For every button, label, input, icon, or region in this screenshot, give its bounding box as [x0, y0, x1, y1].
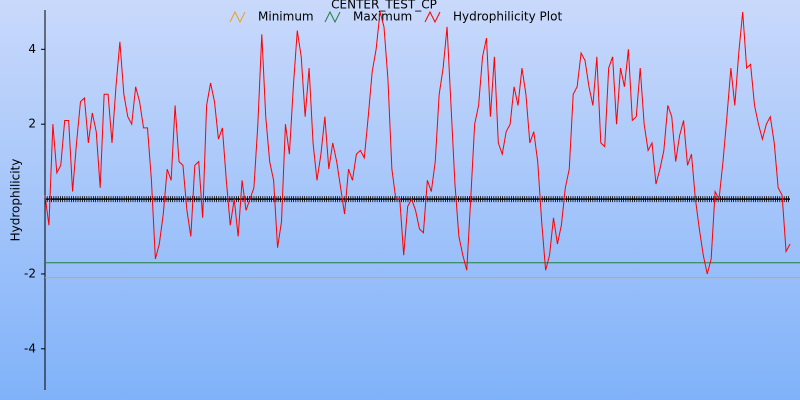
y-tick-label: 4	[28, 42, 36, 56]
legend-label: Maximum	[353, 10, 412, 24]
y-tick-label: -2	[24, 266, 36, 280]
legend-label: Hydrophilicity Plot	[453, 10, 562, 24]
data-line	[44, 11, 791, 275]
y-axis-label: Hydrophilicity	[9, 159, 23, 242]
legend-icon	[229, 10, 246, 24]
legend-icon	[424, 10, 441, 24]
legend-icon	[324, 10, 341, 24]
y-tick-label: 2	[28, 117, 36, 131]
legend-label: Minimum	[258, 10, 314, 24]
chart-title: CENTER_TEST_CP	[331, 0, 437, 12]
y-tick-label: -4	[24, 341, 36, 355]
